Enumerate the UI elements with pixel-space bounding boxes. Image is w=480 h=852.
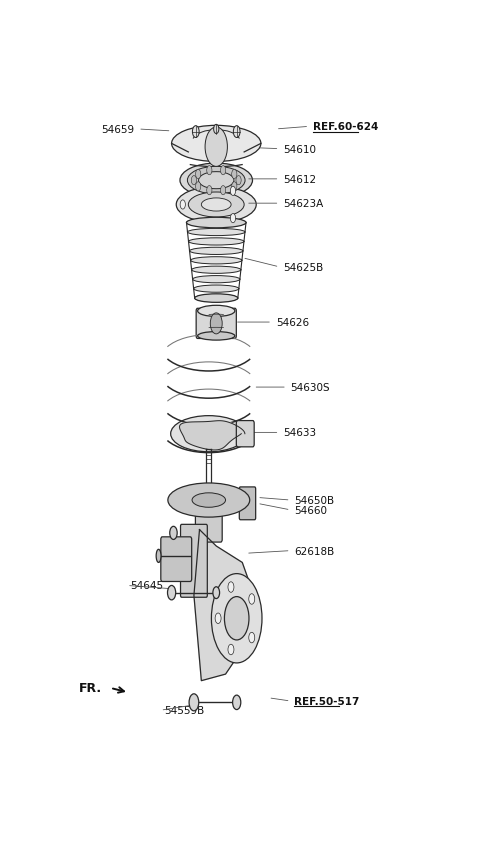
Ellipse shape (180, 164, 252, 198)
Circle shape (192, 126, 199, 138)
FancyBboxPatch shape (240, 487, 256, 520)
Circle shape (230, 215, 236, 223)
Ellipse shape (186, 220, 246, 227)
Circle shape (213, 587, 219, 599)
Ellipse shape (156, 550, 161, 563)
Circle shape (249, 594, 255, 605)
Ellipse shape (176, 187, 256, 223)
Circle shape (232, 182, 237, 192)
FancyBboxPatch shape (236, 421, 254, 447)
Text: 54610: 54610 (283, 145, 316, 154)
Text: 54645: 54645 (131, 581, 164, 590)
Circle shape (236, 176, 241, 186)
Text: 54612: 54612 (283, 175, 316, 185)
FancyBboxPatch shape (196, 309, 236, 339)
Circle shape (230, 187, 236, 196)
Circle shape (228, 644, 234, 655)
Text: 54559B: 54559B (164, 705, 204, 716)
Circle shape (205, 128, 228, 167)
Ellipse shape (191, 257, 242, 265)
Ellipse shape (192, 276, 240, 284)
Circle shape (180, 201, 185, 210)
Ellipse shape (195, 295, 238, 302)
Text: FR.: FR. (79, 682, 102, 694)
Text: 54650B: 54650B (294, 496, 335, 505)
Circle shape (233, 126, 240, 138)
Circle shape (195, 170, 201, 180)
FancyBboxPatch shape (180, 525, 207, 597)
Ellipse shape (188, 229, 245, 236)
Ellipse shape (198, 306, 235, 317)
Circle shape (192, 176, 196, 186)
Ellipse shape (202, 199, 231, 212)
Circle shape (210, 314, 222, 335)
Ellipse shape (192, 493, 226, 508)
Ellipse shape (171, 416, 247, 452)
Circle shape (168, 585, 176, 600)
Circle shape (215, 613, 221, 624)
Polygon shape (194, 530, 252, 681)
Ellipse shape (189, 239, 244, 245)
Ellipse shape (199, 172, 234, 189)
Circle shape (225, 597, 249, 640)
Ellipse shape (195, 295, 238, 303)
Circle shape (220, 187, 226, 196)
Ellipse shape (188, 193, 244, 218)
Ellipse shape (197, 492, 221, 500)
Text: 54623A: 54623A (283, 199, 324, 209)
Circle shape (228, 582, 234, 593)
Text: 62618B: 62618B (294, 546, 335, 556)
Circle shape (249, 632, 255, 643)
Ellipse shape (168, 483, 250, 517)
Circle shape (220, 166, 226, 176)
Ellipse shape (192, 267, 241, 274)
Text: 54625B: 54625B (283, 262, 324, 273)
Text: 54659: 54659 (101, 124, 134, 135)
Ellipse shape (171, 126, 261, 162)
Text: 54660: 54660 (294, 505, 327, 515)
Ellipse shape (190, 248, 243, 256)
Circle shape (211, 574, 262, 663)
Polygon shape (180, 421, 245, 451)
Circle shape (207, 166, 212, 176)
Text: 54626: 54626 (276, 318, 309, 328)
Text: REF.60-624: REF.60-624 (313, 122, 378, 132)
Circle shape (207, 187, 212, 196)
Text: REF.50-517: REF.50-517 (294, 696, 360, 706)
Text: 54630S: 54630S (290, 383, 330, 393)
Circle shape (214, 125, 219, 135)
FancyBboxPatch shape (195, 493, 222, 543)
Text: 54633: 54633 (283, 428, 316, 438)
Ellipse shape (186, 218, 246, 228)
Circle shape (232, 170, 237, 180)
Circle shape (170, 527, 177, 540)
Circle shape (195, 182, 201, 192)
Ellipse shape (187, 167, 245, 195)
FancyBboxPatch shape (161, 538, 192, 582)
Ellipse shape (193, 285, 239, 293)
Circle shape (233, 695, 241, 710)
Ellipse shape (198, 332, 235, 341)
Circle shape (189, 694, 199, 711)
